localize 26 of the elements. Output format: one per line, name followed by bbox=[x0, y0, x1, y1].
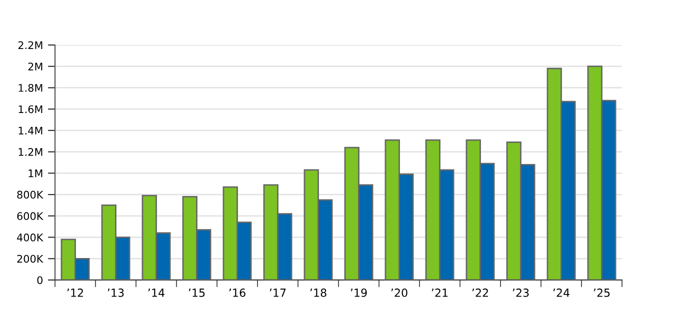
y-tick-label: 0 bbox=[37, 276, 43, 284]
x-tick-label: ’13 bbox=[108, 288, 124, 297]
x-tick-label: ’19 bbox=[350, 288, 367, 297]
y-tick-label: 1.8M bbox=[18, 84, 42, 92]
x-tick-label: ’18 bbox=[310, 288, 326, 297]
y-tick-label: 2M bbox=[28, 62, 42, 70]
y-tick-label: 400K bbox=[16, 234, 44, 242]
y-tick-label: 1.4M bbox=[18, 126, 42, 134]
y-tick-label: 600K bbox=[17, 212, 44, 220]
y-tick-label: 200K bbox=[17, 254, 44, 263]
x-tick-label: ’14 bbox=[148, 288, 164, 297]
x-tick-label: ’25 bbox=[594, 288, 610, 297]
x-tick-label: ’15 bbox=[188, 288, 205, 297]
x-tick-label: ’12 bbox=[67, 288, 83, 297]
x-tick-label: ’17 bbox=[270, 288, 286, 297]
x-tick-label: ’21 bbox=[432, 288, 448, 297]
y-tick-label: 1M bbox=[28, 170, 42, 178]
y-tick-label: 2.2M bbox=[18, 41, 42, 49]
x-tick-label: ’20 bbox=[391, 288, 408, 297]
y-tick-label: 1.6M bbox=[18, 105, 42, 114]
y-tick-label: 1.2M bbox=[18, 148, 42, 156]
x-tick-label: ’16 bbox=[229, 288, 246, 297]
y-tick-label: 800K bbox=[17, 190, 44, 199]
x-tick-label: ’22 bbox=[472, 288, 488, 297]
x-tick-label: ’23 bbox=[512, 288, 529, 297]
x-tick-label: ’24 bbox=[553, 288, 570, 297]
